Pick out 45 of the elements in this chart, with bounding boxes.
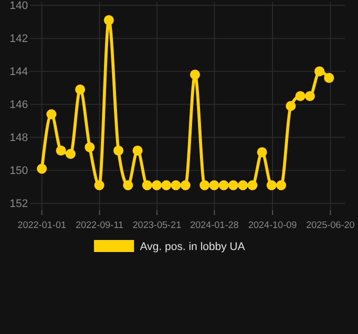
y-tick-label: 140 (10, 0, 28, 12)
x-tick-label: 2025-06-20 (306, 220, 355, 231)
point (113, 146, 124, 156)
x-tick-label: 2024-01-28 (190, 220, 239, 231)
y-tick-label: 146 (10, 99, 28, 112)
point (142, 180, 152, 190)
point (304, 91, 315, 102)
point (66, 148, 76, 159)
point (84, 142, 95, 152)
y-tick-label: 150 (10, 165, 28, 178)
y-tick-label: 148 (10, 132, 28, 144)
point (36, 164, 47, 174)
point (190, 70, 200, 80)
point (238, 180, 248, 190)
point (152, 180, 162, 190)
y-tick-label: 144 (10, 66, 28, 78)
point (161, 180, 172, 190)
legend-label: Avg. pos. in lobby UA (140, 240, 246, 253)
y-tick-label: 142 (10, 33, 28, 46)
point (266, 180, 277, 190)
point (314, 66, 324, 76)
x-tick-label: 2022-01-01 (18, 220, 66, 231)
point (257, 147, 268, 158)
point (209, 180, 220, 190)
point (228, 180, 238, 190)
point (324, 72, 334, 83)
point (132, 146, 143, 156)
point (200, 180, 210, 190)
point (218, 180, 229, 190)
point (276, 180, 286, 190)
point (56, 146, 66, 156)
point (180, 180, 190, 190)
x-tick-label: 2024-10-09 (248, 220, 297, 231)
x-tick-label: 2022-09-11 (76, 220, 124, 231)
point (94, 180, 104, 190)
point (170, 180, 181, 190)
point (247, 180, 258, 190)
point (286, 101, 296, 111)
x-tick-label: 2023-05-21 (132, 220, 182, 231)
point (75, 84, 86, 94)
point (123, 180, 134, 190)
point (46, 109, 56, 120)
point (104, 15, 114, 26)
point (295, 91, 306, 102)
y-tick-label: 152 (10, 198, 28, 210)
